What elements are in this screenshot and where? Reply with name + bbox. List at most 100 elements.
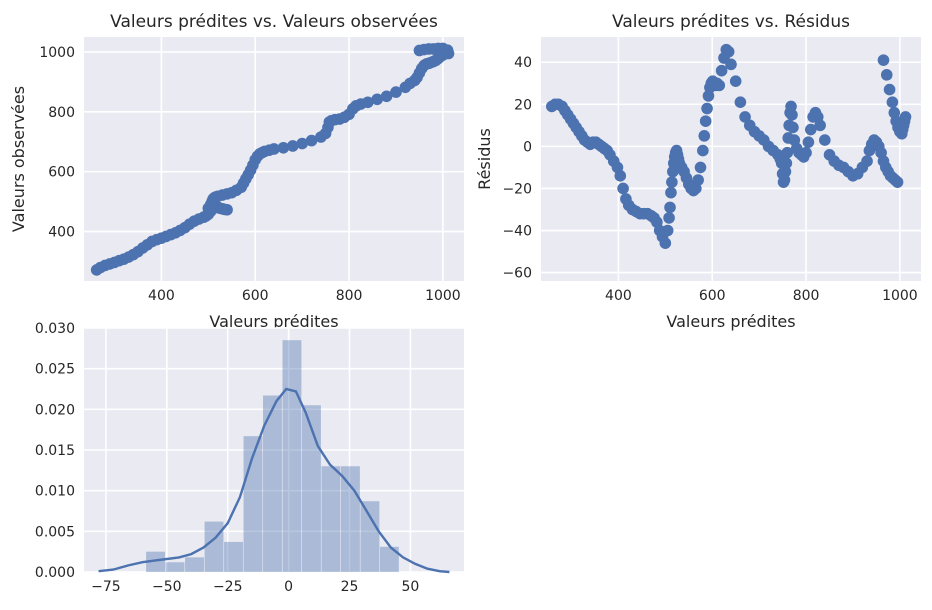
x-axis-label-2: Valeurs prédites <box>666 312 795 331</box>
data-point <box>699 115 712 127</box>
histogram-bar <box>165 562 185 572</box>
data-point <box>804 123 817 136</box>
xticks-3: −75 −50 −25 0 25 50 <box>91 579 419 595</box>
y-tick-label: 40 <box>514 55 532 71</box>
y-tick-label: 400 <box>48 225 75 241</box>
histogram-bar <box>224 541 243 572</box>
histogram-bar <box>185 557 204 572</box>
data-point <box>778 174 791 186</box>
y-tick-label: 1000 <box>39 45 75 61</box>
xticks-2: 400 600 800 1000 <box>605 288 918 304</box>
y-axis-label-2: Résidus <box>475 128 494 190</box>
data-point <box>734 96 747 109</box>
histogram-bar <box>340 466 360 572</box>
chart-title-1: Valeurs prédites vs. Valeurs observées <box>110 12 438 32</box>
data-point <box>779 165 792 178</box>
x-tick-label: 25 <box>341 579 359 595</box>
points-1 <box>90 42 455 276</box>
histogram-bar <box>321 466 341 572</box>
x-tick-label: 50 <box>401 579 419 595</box>
x-tick-label: 600 <box>699 288 726 304</box>
data-point <box>692 174 704 186</box>
data-point <box>296 137 308 150</box>
data-point <box>722 45 735 58</box>
data-point <box>800 146 812 159</box>
grid-3 <box>84 327 464 573</box>
y-tick-label: 800 <box>48 105 75 121</box>
data-point <box>277 141 290 154</box>
x-tick-label: 400 <box>605 288 632 304</box>
histogram-bar <box>263 395 282 572</box>
y-tick-label: 0.010 <box>35 484 75 500</box>
x-tick-label: 800 <box>793 288 820 304</box>
x-tick-label: −50 <box>152 579 182 595</box>
x-tick-label: 800 <box>336 288 363 304</box>
y-tick-label: 600 <box>48 165 75 181</box>
y-tick-label: −60 <box>502 266 532 282</box>
data-point <box>221 203 233 216</box>
data-point <box>729 75 742 87</box>
data-point <box>663 212 675 224</box>
data-point <box>786 109 798 121</box>
y-tick-label: 0.020 <box>35 402 75 418</box>
y-tick-label: 0.000 <box>35 565 75 581</box>
histogram-bar <box>146 551 166 572</box>
data-point <box>780 157 793 170</box>
x-tick-label: 600 <box>242 288 269 304</box>
data-point <box>877 54 890 66</box>
data-point <box>861 155 873 167</box>
yticks-1: 400 600 800 1000 <box>39 45 75 241</box>
y-axis-label-1: Valeurs observées <box>9 86 28 232</box>
data-point <box>362 96 374 109</box>
histogram-bar <box>302 405 321 572</box>
y-tick-label: 0.015 <box>35 443 75 459</box>
data-point <box>390 86 402 98</box>
x-tick-label: 1000 <box>425 288 461 304</box>
x-tick-label: −25 <box>213 579 243 595</box>
data-point <box>814 119 826 132</box>
xticks-1: 400 600 800 1000 <box>148 288 461 304</box>
y-tick-label: 0.005 <box>35 524 75 540</box>
x-axis-label-1: Valeurs prédites <box>209 312 338 331</box>
scatter-predicted-vs-residuals: 400 600 800 1000 −60 −40 −20 0 20 40 Valeurs pré… <box>475 12 921 331</box>
data-point <box>883 83 896 96</box>
data-point <box>664 201 676 214</box>
data-point <box>617 182 629 195</box>
y-tick-label: −40 <box>502 224 532 240</box>
y-tick-label: 0.025 <box>35 362 75 378</box>
data-point <box>880 69 893 81</box>
data-point <box>661 224 674 237</box>
data-point <box>785 100 797 113</box>
data-point <box>701 102 713 115</box>
data-point <box>442 47 455 60</box>
histogram-bar <box>360 501 380 572</box>
data-point <box>715 64 728 77</box>
data-point <box>268 143 280 155</box>
data-point <box>305 134 318 147</box>
histogram-bar <box>379 546 399 572</box>
data-point <box>802 136 815 148</box>
data-point <box>886 96 899 109</box>
y-tick-label: −20 <box>502 181 532 197</box>
kde-curve-group <box>98 387 450 574</box>
scatter-predicted-vs-observed: 400 600 800 1000 400 600 800 1000 Valeurs préd… <box>9 12 464 331</box>
y-tick-label: 0 <box>523 139 532 155</box>
data-point <box>667 165 679 178</box>
yticks-3: 0.000 0.005 0.010 0.015 0.020 0.025 0.030 <box>35 321 75 581</box>
data-point <box>286 140 299 152</box>
data-point <box>787 121 799 134</box>
histogram-bar <box>282 340 302 572</box>
data-point <box>697 144 709 157</box>
yticks-2: −60 −40 −20 0 20 40 <box>502 55 532 281</box>
y-tick-label: 0.030 <box>35 321 75 337</box>
data-point <box>899 111 912 123</box>
residuals-histogram: −75 −50 −25 0 25 50 0.000 0.005 0.010 0.015 0.020… <box>35 321 464 595</box>
x-tick-label: −75 <box>91 579 121 595</box>
data-point <box>713 79 726 92</box>
data-point <box>614 170 627 182</box>
data-point <box>665 186 677 199</box>
plot-area-2 <box>541 37 921 281</box>
data-point <box>371 93 384 106</box>
data-point <box>819 134 831 146</box>
